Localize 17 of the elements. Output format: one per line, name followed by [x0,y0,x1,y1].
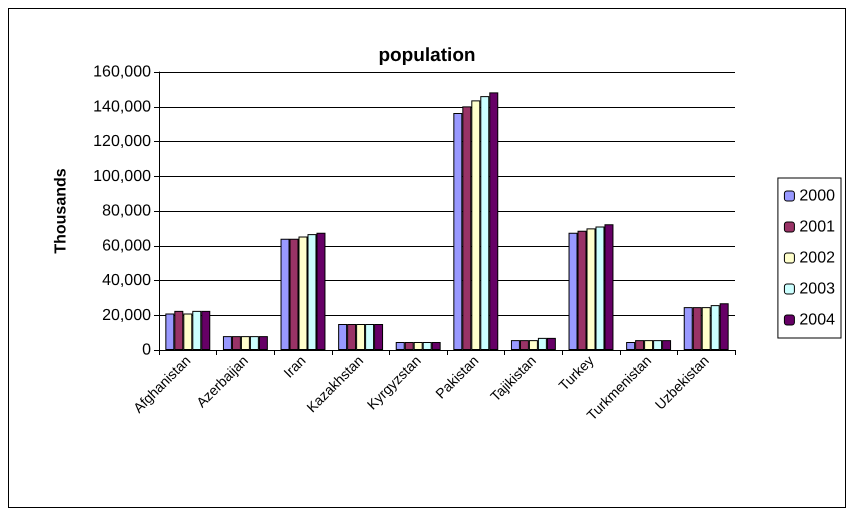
y-tick-label: 20,000 [102,306,152,324]
y-axis-title: Thousands [52,168,70,254]
legend-label: 2002 [799,250,836,266]
legend-label: 2003 [799,280,836,298]
legend-label: 2001 [799,218,836,236]
legend-label: 2000 [799,188,836,204]
y-tick-label: 100,000 [93,168,152,185]
y-tick-label: 140,000 [93,98,152,116]
y-tick-label: 120,000 [93,133,152,150]
legend-label: 2004 [799,312,836,328]
y-tick-label: 80,000 [102,202,152,220]
chart-title: population [378,45,476,66]
y-tick-label: 60,000 [102,237,152,254]
y-tick-label: 160,000 [93,64,152,80]
y-tick-label: 40,000 [102,272,152,289]
y-tick-label: 0 [142,342,152,358]
x-tick-label: Iran [280,352,309,381]
